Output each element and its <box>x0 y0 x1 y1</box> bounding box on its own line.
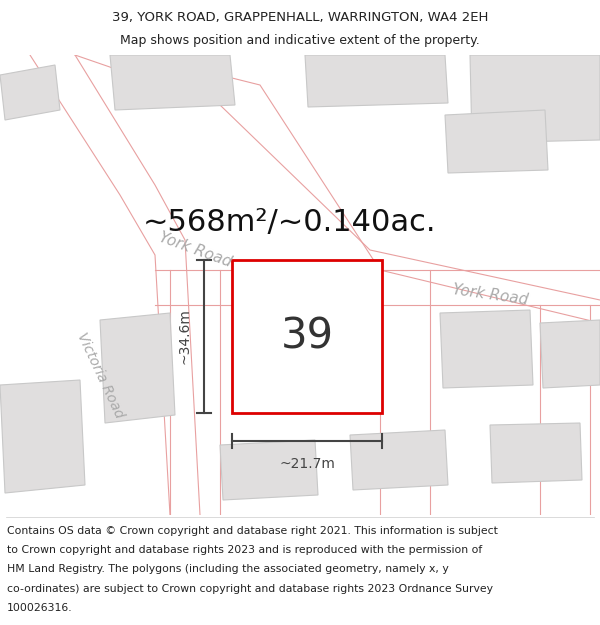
Polygon shape <box>305 55 448 107</box>
Polygon shape <box>232 260 382 413</box>
Text: 39: 39 <box>281 316 334 357</box>
Text: Map shows position and indicative extent of the property.: Map shows position and indicative extent… <box>120 34 480 47</box>
Text: 39, YORK ROAD, GRAPPENHALL, WARRINGTON, WA4 2EH: 39, YORK ROAD, GRAPPENHALL, WARRINGTON, … <box>112 11 488 24</box>
Polygon shape <box>100 313 175 423</box>
Text: Victoria Road: Victoria Road <box>74 330 126 420</box>
Text: Contains OS data © Crown copyright and database right 2021. This information is : Contains OS data © Crown copyright and d… <box>7 526 498 536</box>
Polygon shape <box>490 423 582 483</box>
Text: York Road: York Road <box>157 230 233 270</box>
Text: HM Land Registry. The polygons (including the associated geometry, namely x, y: HM Land Registry. The polygons (includin… <box>7 564 449 574</box>
Polygon shape <box>470 55 600 143</box>
Polygon shape <box>0 65 60 120</box>
Text: co-ordinates) are subject to Crown copyright and database rights 2023 Ordnance S: co-ordinates) are subject to Crown copyr… <box>7 584 493 594</box>
Text: ~34.6m: ~34.6m <box>178 309 192 364</box>
Polygon shape <box>110 55 235 110</box>
Polygon shape <box>0 380 85 493</box>
Polygon shape <box>445 110 548 173</box>
Text: ~568m²/~0.140ac.: ~568m²/~0.140ac. <box>143 209 437 238</box>
Polygon shape <box>220 440 318 500</box>
Polygon shape <box>440 310 533 388</box>
Polygon shape <box>350 430 448 490</box>
Text: ~21.7m: ~21.7m <box>279 457 335 471</box>
Polygon shape <box>248 303 368 397</box>
Text: York Road: York Road <box>451 282 529 308</box>
Text: to Crown copyright and database rights 2023 and is reproduced with the permissio: to Crown copyright and database rights 2… <box>7 545 482 555</box>
Text: 100026316.: 100026316. <box>7 603 73 613</box>
Polygon shape <box>540 320 600 388</box>
